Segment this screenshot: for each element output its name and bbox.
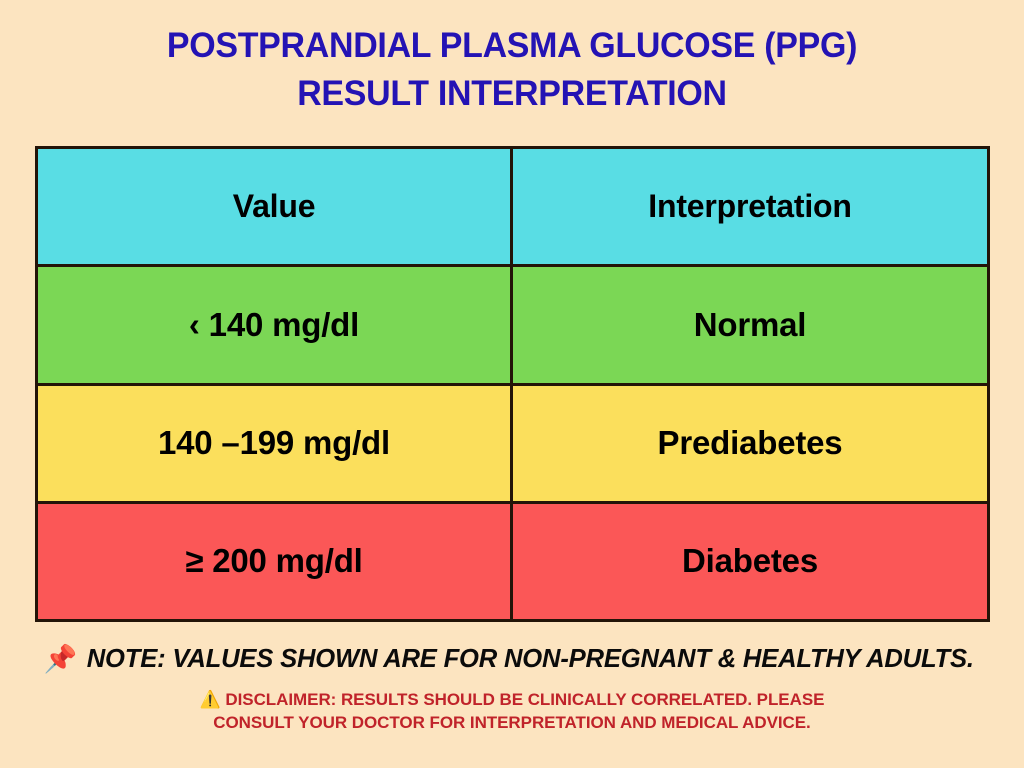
cell-value-prediabetes: 140 –199 mg/dl [38,385,513,501]
page-title: Postprandial Plasma Glucose (PPG) Result… [0,22,1024,118]
column-header-value: Value [38,149,513,265]
disclaimer-line-2: CONSULT YOUR DOCTOR FOR INTERPRETATION A… [213,713,811,732]
table-header-row: Value Interpretation [38,149,987,268]
disclaimer-block: ⚠️ DISCLAIMER: RESULTS SHOULD BE CLINICA… [0,688,1024,734]
pushpin-icon: 📌 [43,643,78,674]
column-header-interpretation: Interpretation [513,149,987,265]
warning-triangle-icon: ⚠️ [199,690,221,709]
disclaimer-line-1: ⚠️ DISCLAIMER: RESULTS SHOULD BE CLINICA… [0,688,1024,711]
note-line: 📌 NOTE: VALUES SHOWN ARE FOR NON-PREGNAN… [0,638,1024,678]
page-title-line-1: Postprandial Plasma Glucose (PPG) [166,26,858,65]
cell-value-normal: ‹ 140 mg/dl [38,267,513,383]
ppg-interpretation-table: Value Interpretation ‹ 140 mg/dl Normal … [35,146,990,622]
disclaimer-line-1-text: DISCLAIMER: RESULTS SHOULD BE CLINICALLY… [225,690,825,709]
table-row: ‹ 140 mg/dl Normal [38,267,987,386]
note-text: NOTE: VALUES SHOWN ARE FOR NON-PREGNANT … [86,642,974,673]
page-title-line-2: Result Interpretation [297,74,727,113]
cell-value-diabetes: ≥ 200 mg/dl [38,503,513,619]
cell-interpretation-prediabetes: Prediabetes [513,385,987,501]
table-row: ≥ 200 mg/dl Diabetes [38,503,987,619]
cell-interpretation-diabetes: Diabetes [513,503,987,619]
cell-interpretation-normal: Normal [513,267,987,383]
table-row: 140 –199 mg/dl Prediabetes [38,385,987,504]
